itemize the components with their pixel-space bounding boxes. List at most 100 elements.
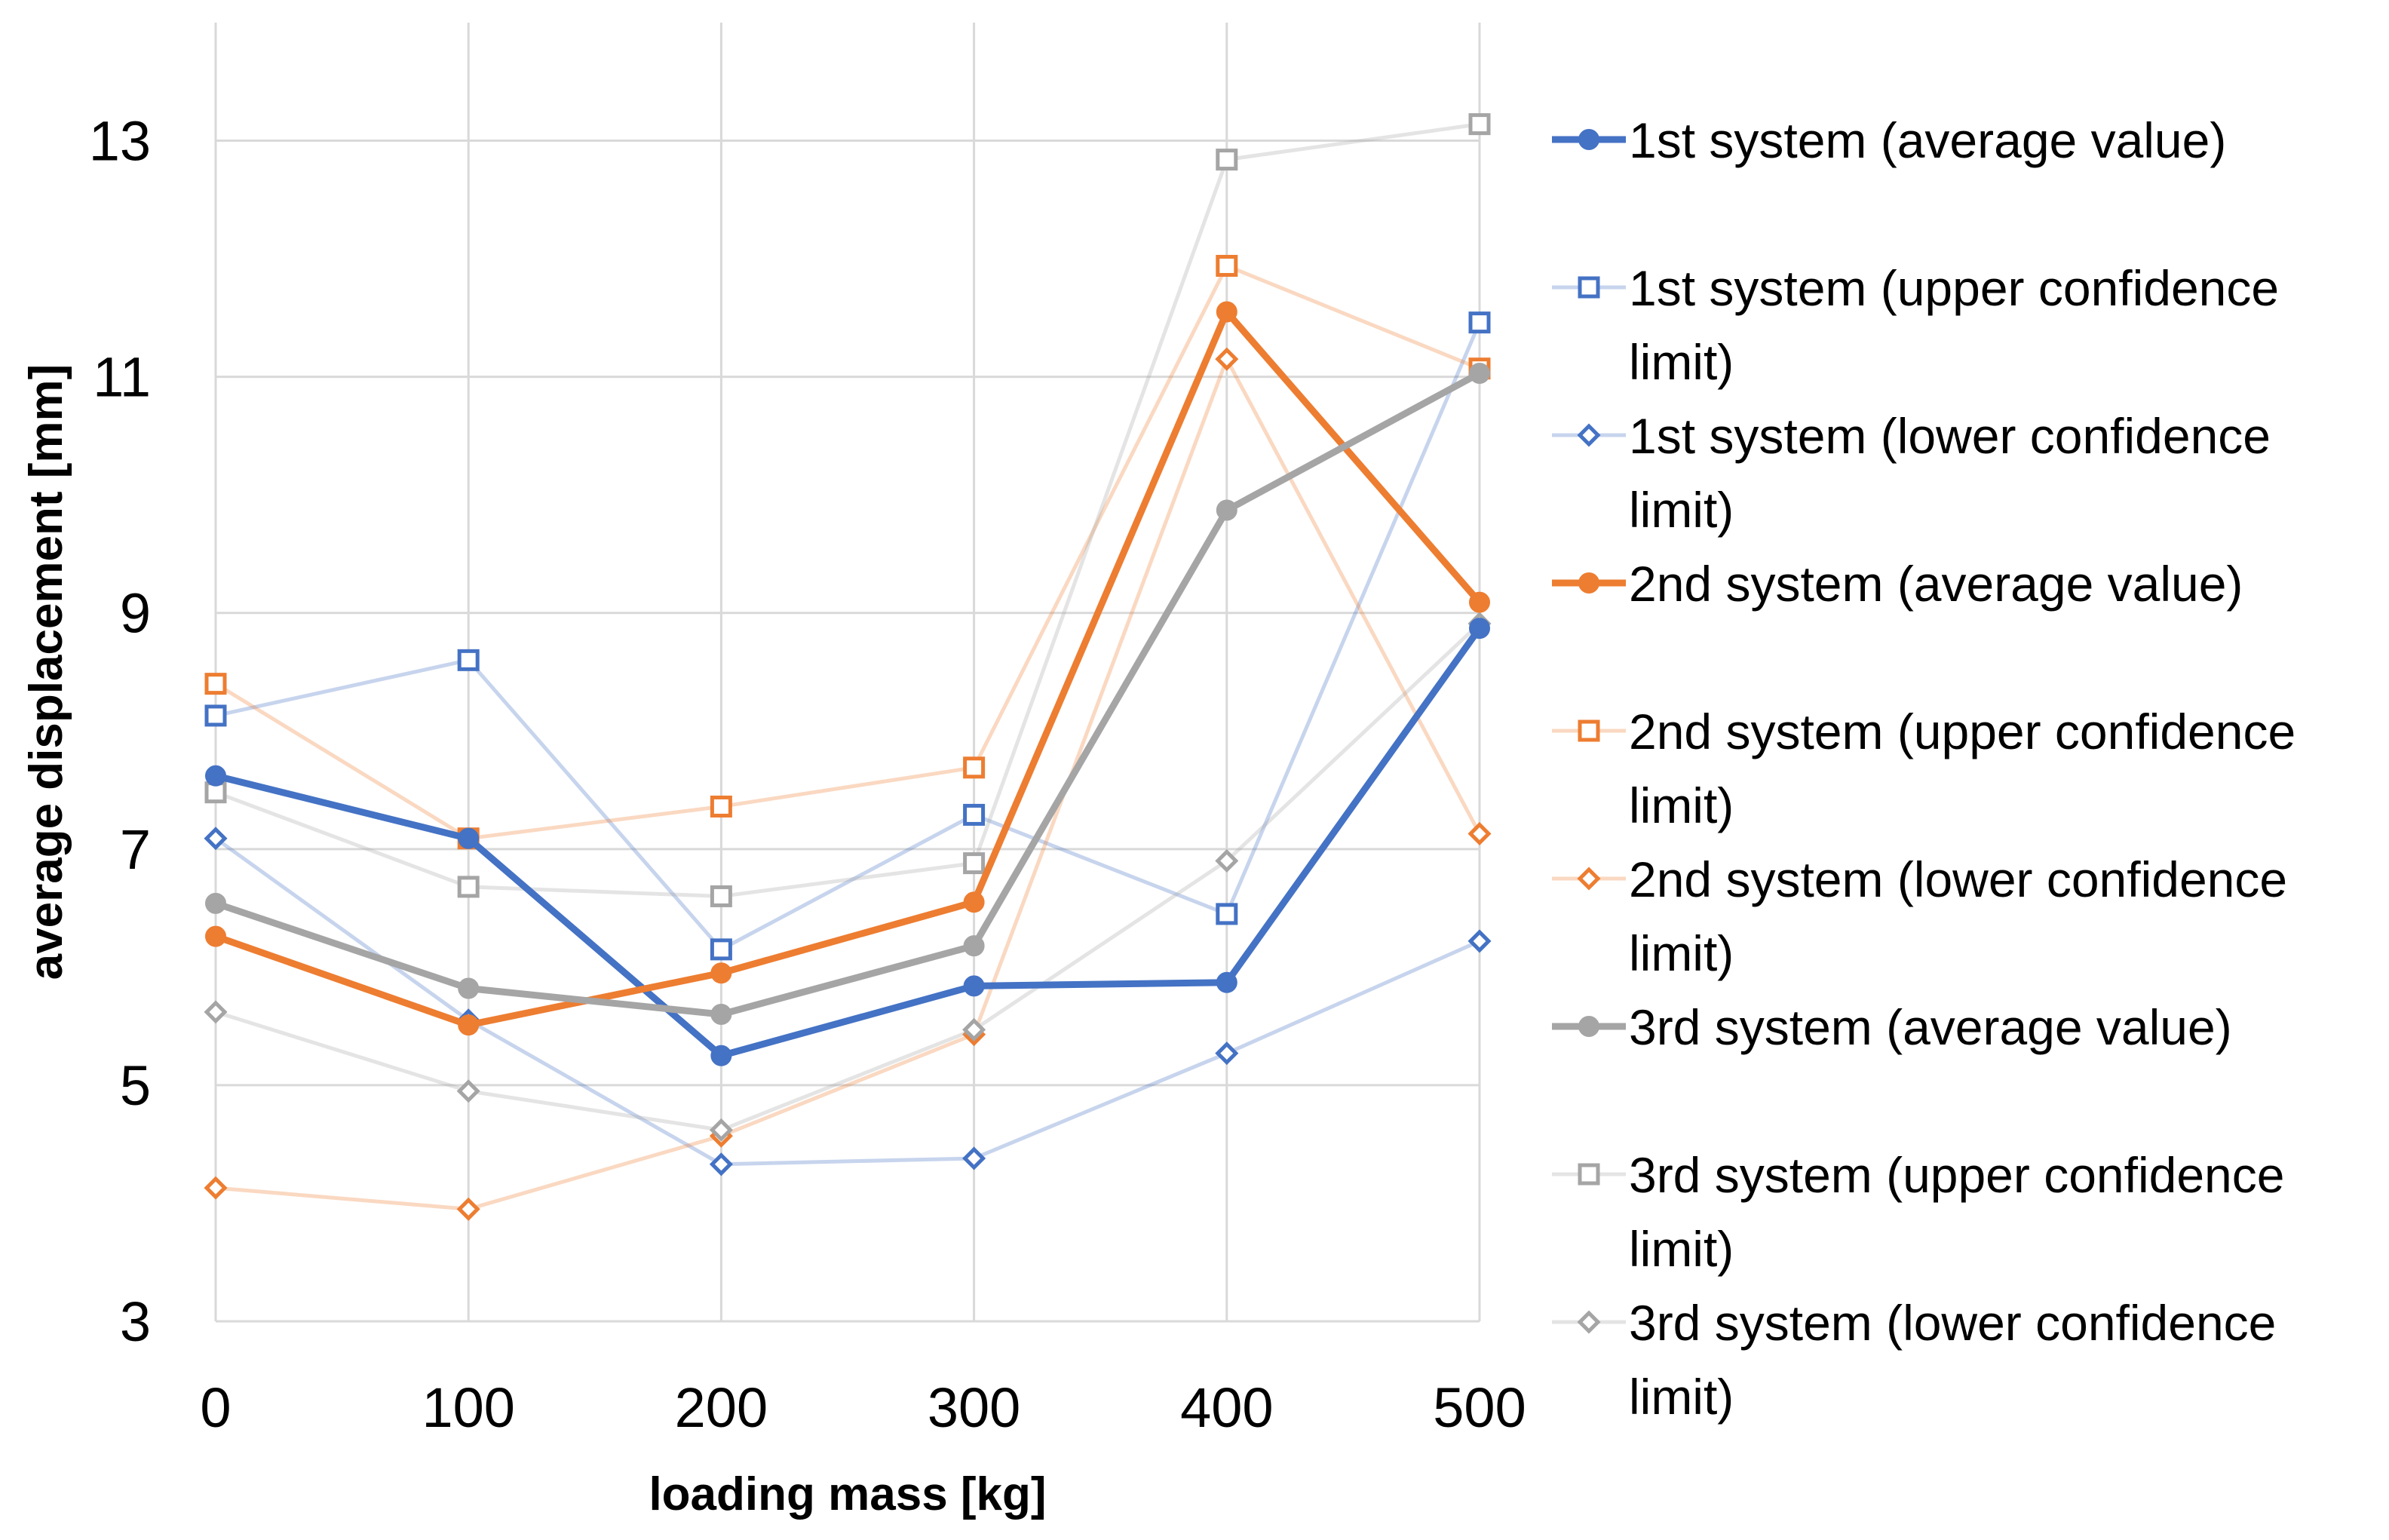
- legend-swatch-marker: [1577, 423, 1601, 447]
- data-point: [204, 1176, 228, 1200]
- data-point: [710, 1045, 732, 1066]
- gridlines: [214, 23, 1481, 1323]
- average-series: [205, 301, 1490, 1066]
- data-point: [204, 704, 227, 727]
- data-point: [1469, 591, 1490, 613]
- data-point: [458, 977, 480, 999]
- data-point: [1467, 929, 1492, 953]
- series-line: [214, 370, 1482, 1018]
- data-point: [962, 1146, 986, 1170]
- data-point: [458, 1014, 480, 1036]
- x-tick-label: 100: [422, 1376, 514, 1439]
- data-point: [456, 1197, 480, 1221]
- legend: 1st system (average value) 1st system (up…: [1552, 112, 2295, 1425]
- y-tick-label: 11: [93, 346, 151, 409]
- legend-label: 1st system (average value): [1629, 112, 2226, 168]
- data-point: [710, 962, 732, 984]
- confidence-series: [204, 113, 1492, 1221]
- legend-swatch-marker: [1577, 1310, 1601, 1334]
- data-point: [1216, 971, 1237, 993]
- data-point: [1216, 254, 1238, 277]
- legend-item: 2nd system (lower confidence limit): [1552, 851, 2287, 981]
- series-line: [214, 263, 1480, 841]
- series: [205, 301, 1490, 1036]
- data-point: [709, 1118, 733, 1142]
- x-axis-ticks: 0 100 200 300 400 500: [200, 1376, 1526, 1439]
- y-axis-title: average displacement [mm]: [20, 364, 72, 980]
- series-line: [214, 836, 1481, 1167]
- x-tick-label: 0: [200, 1376, 231, 1439]
- legend-label: limit): [1629, 778, 1734, 833]
- data-point: [1468, 311, 1491, 334]
- series: [204, 113, 1491, 907]
- data-point: [1469, 618, 1490, 640]
- data-point: [710, 1003, 732, 1025]
- legend-item: 3rd system (average value): [1552, 999, 2232, 1055]
- data-point: [710, 938, 732, 961]
- legend-item: 2nd system (upper confidence limit): [1552, 704, 2295, 833]
- data-point: [709, 1152, 733, 1176]
- legend-swatch-marker: [1578, 129, 1599, 150]
- legend-swatch-marker: [1577, 867, 1601, 891]
- data-point: [963, 756, 986, 779]
- data-point: [457, 876, 480, 898]
- legend-item: 3rd system (lower confidence limit): [1552, 1295, 2276, 1425]
- y-tick-label: 3: [120, 1290, 151, 1353]
- data-point: [963, 803, 986, 826]
- series-line: [215, 621, 1481, 1132]
- legend-swatch-marker: [1578, 276, 1600, 299]
- data-point: [710, 795, 732, 818]
- series: [204, 254, 1491, 850]
- series: [205, 618, 1490, 1066]
- legend-item: 1st system (upper confidence limit): [1552, 260, 2279, 390]
- data-point: [205, 765, 226, 787]
- series: [204, 612, 1492, 1142]
- series: [205, 362, 1490, 1025]
- data-point: [1216, 149, 1238, 171]
- data-point: [963, 935, 985, 957]
- legend-item: 1st system (lower confidence limit): [1552, 408, 2271, 538]
- legend-label: limit): [1629, 1221, 1734, 1277]
- data-point: [458, 827, 480, 849]
- legend-label: 1st system (upper confidence: [1629, 260, 2279, 316]
- legend-swatch-marker: [1578, 1163, 1600, 1186]
- legend-item: 2nd system (average value): [1552, 556, 2243, 612]
- data-point: [205, 925, 226, 947]
- data-point: [1469, 362, 1490, 384]
- data-point: [1216, 301, 1237, 323]
- y-axis-ticks: 3 5 7 9 11 13: [89, 110, 151, 1353]
- data-point: [1215, 1041, 1239, 1066]
- data-point: [457, 649, 480, 671]
- data-point: [1467, 821, 1492, 846]
- legend-label: 3rd system (average value): [1629, 999, 2232, 1055]
- x-tick-label: 500: [1433, 1376, 1526, 1439]
- series-line: [215, 321, 1482, 952]
- data-point: [204, 673, 227, 695]
- data-point: [963, 852, 986, 875]
- series-line: [215, 357, 1482, 1211]
- legend-label: 3rd system (upper confidence: [1629, 1147, 2284, 1203]
- data-point: [1468, 113, 1491, 136]
- y-tick-label: 5: [120, 1054, 151, 1117]
- data-point: [962, 1017, 986, 1041]
- data-point: [205, 892, 226, 914]
- y-tick-label: 13: [89, 110, 151, 173]
- legend-swatch-marker: [1578, 719, 1600, 742]
- series-line: [215, 122, 1480, 898]
- data-point: [1216, 903, 1238, 925]
- series: [204, 347, 1492, 1221]
- x-tick-label: 300: [928, 1376, 1020, 1439]
- legend-label: 3rd system (lower confidence: [1629, 1295, 2276, 1351]
- x-tick-label: 400: [1180, 1376, 1273, 1439]
- data-point: [963, 891, 985, 913]
- data-point: [204, 1000, 228, 1024]
- data-point: [204, 827, 228, 851]
- legend-label: 1st system (lower confidence: [1629, 408, 2271, 464]
- legend-label: limit): [1629, 334, 1734, 390]
- legend-swatch-marker: [1578, 1016, 1599, 1037]
- data-point: [963, 975, 985, 997]
- data-point: [456, 1079, 480, 1103]
- x-axis-title: loading mass [kg]: [649, 1468, 1046, 1520]
- data-point: [1215, 848, 1239, 873]
